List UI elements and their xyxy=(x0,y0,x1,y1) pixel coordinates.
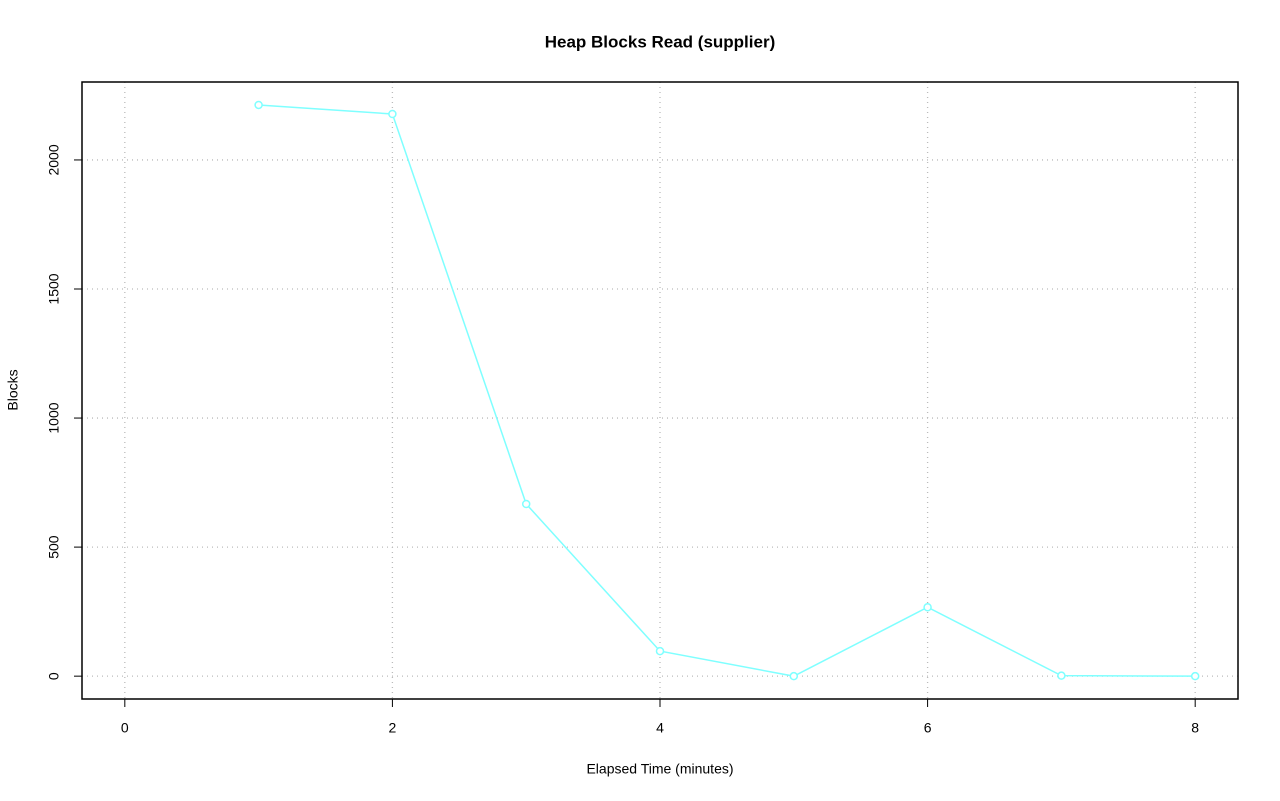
y-tick-label: 2000 xyxy=(46,144,62,175)
y-tick-label: 1500 xyxy=(46,273,62,304)
data-point xyxy=(1190,671,1200,681)
x-tick-label: 0 xyxy=(121,720,129,736)
data-point xyxy=(789,671,799,681)
data-point xyxy=(254,100,263,110)
data-point xyxy=(388,109,397,119)
plot-frame xyxy=(81,81,1239,700)
x-tick-label: 4 xyxy=(656,720,664,736)
x-tick-label: 6 xyxy=(924,720,932,736)
y-axis-label: Blocks xyxy=(5,369,21,410)
data-line xyxy=(258,104,1196,677)
x-axis-label: Elapsed Time (minutes) xyxy=(586,761,733,777)
y-tick-label: 0 xyxy=(46,672,62,680)
data-point xyxy=(521,499,531,509)
data-point xyxy=(1057,671,1066,680)
y-tick-label: 500 xyxy=(46,535,62,559)
x-tick-label: 2 xyxy=(389,720,397,736)
data-point xyxy=(655,646,665,656)
data-point xyxy=(923,602,932,612)
y-tick-label: 1000 xyxy=(46,402,62,433)
x-tick-label: 8 xyxy=(1191,720,1199,736)
chart-title: Heap Blocks Read (supplier) xyxy=(545,32,776,51)
